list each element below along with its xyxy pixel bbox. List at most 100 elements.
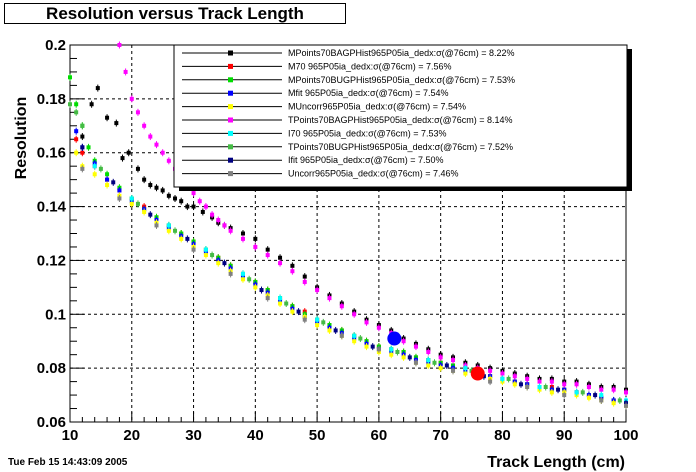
data-point <box>333 328 338 333</box>
data-point <box>135 110 140 115</box>
data-point <box>240 236 245 241</box>
data-point <box>228 228 233 233</box>
data-point <box>413 360 418 365</box>
legend-marker <box>228 77 233 83</box>
data-point <box>117 196 122 201</box>
data-point <box>500 376 505 381</box>
data-point <box>166 193 171 198</box>
data-point <box>148 183 153 188</box>
data-point <box>358 336 363 341</box>
data-point <box>265 253 270 258</box>
data-point <box>413 344 418 349</box>
data-point <box>129 96 134 101</box>
data-point <box>148 212 153 217</box>
x-tick-label: 50 <box>309 427 326 444</box>
data-point <box>376 325 381 330</box>
data-point <box>95 86 100 91</box>
data-point <box>284 301 289 306</box>
data-point <box>203 253 208 258</box>
data-point <box>135 201 140 206</box>
x-tick-label: 80 <box>494 427 511 444</box>
x-tick-label: 20 <box>123 427 140 444</box>
data-point <box>278 255 283 260</box>
y-tick-label: 0.12 <box>37 252 66 269</box>
data-point <box>525 376 530 381</box>
data-point <box>111 180 116 185</box>
data-point <box>117 188 122 193</box>
data-point <box>463 366 468 371</box>
data-point <box>86 145 91 150</box>
data-point <box>327 296 332 301</box>
data-point <box>556 387 561 392</box>
data-point <box>364 344 369 349</box>
legend-label: Uncorr965P05ia_dedx:σ(@76cm) = 7.46% <box>288 169 459 179</box>
data-point <box>549 379 554 384</box>
data-point <box>401 339 406 344</box>
data-point <box>253 285 258 290</box>
data-point <box>376 347 381 352</box>
data-point <box>315 288 320 293</box>
highlight-point <box>387 331 402 346</box>
data-point <box>80 150 85 155</box>
data-point <box>98 166 103 171</box>
data-point <box>451 368 456 373</box>
data-point <box>327 328 332 333</box>
legend-marker <box>228 144 233 150</box>
legend: MPoints70BAGPHist965P05ia_dedx:σ(@76cm) … <box>173 44 632 191</box>
data-point <box>160 188 165 193</box>
data-point <box>512 382 517 387</box>
data-point <box>315 317 320 322</box>
data-point <box>210 253 215 258</box>
data-point <box>451 358 456 363</box>
data-point <box>506 376 511 381</box>
data-point <box>105 172 110 177</box>
y-tick-label: 0.1 <box>45 306 66 323</box>
data-point <box>228 271 233 276</box>
data-point <box>302 279 307 284</box>
data-point <box>426 363 431 368</box>
data-point <box>154 185 159 190</box>
data-point <box>265 296 270 301</box>
data-point <box>444 363 449 368</box>
data-point <box>240 271 245 276</box>
data-point <box>364 320 369 325</box>
data-point <box>518 382 523 387</box>
data-point <box>191 204 196 209</box>
data-point <box>120 156 125 161</box>
data-point <box>265 247 270 252</box>
data-point <box>370 344 375 349</box>
data-point <box>562 382 567 387</box>
data-point <box>203 247 208 252</box>
data-point <box>278 301 283 306</box>
data-point <box>179 236 184 241</box>
data-point <box>463 371 468 376</box>
data-point <box>395 349 400 354</box>
data-point <box>74 102 79 107</box>
data-point <box>302 317 307 322</box>
x-tick-label: 30 <box>185 427 202 444</box>
data-point <box>191 191 196 196</box>
data-point <box>240 277 245 282</box>
data-point <box>488 379 493 384</box>
data-point <box>74 150 79 155</box>
legend-marker <box>228 90 233 96</box>
data-point <box>142 177 147 182</box>
y-axis-title: Resolution <box>13 97 30 180</box>
data-point <box>80 123 85 128</box>
legend-entry: MPoints70BAGPHist965P05ia_dedx:σ(@76cm) … <box>182 48 515 58</box>
legend-label: Ifit 965P05ia_dedx:σ(@76cm) = 7.50% <box>288 155 444 165</box>
legend-entry: Uncorr965P05ia_dedx:σ(@76cm) = 7.46% <box>182 169 459 179</box>
data-point <box>290 263 295 268</box>
data-point <box>129 201 134 206</box>
data-point <box>80 166 85 171</box>
legend-label: Mfit 965P05ia_dedx:σ(@76cm) = 7.54% <box>288 88 449 98</box>
data-point <box>586 395 591 400</box>
data-point <box>574 390 579 395</box>
data-point <box>525 384 530 389</box>
legend-label: TPoints70BUGPHist965P05ia_dedx:σ(@76cm) … <box>288 142 513 152</box>
y-tick-label: 0.08 <box>37 360 66 377</box>
data-point <box>148 134 153 139</box>
data-point <box>222 223 227 228</box>
data-point <box>80 145 85 150</box>
